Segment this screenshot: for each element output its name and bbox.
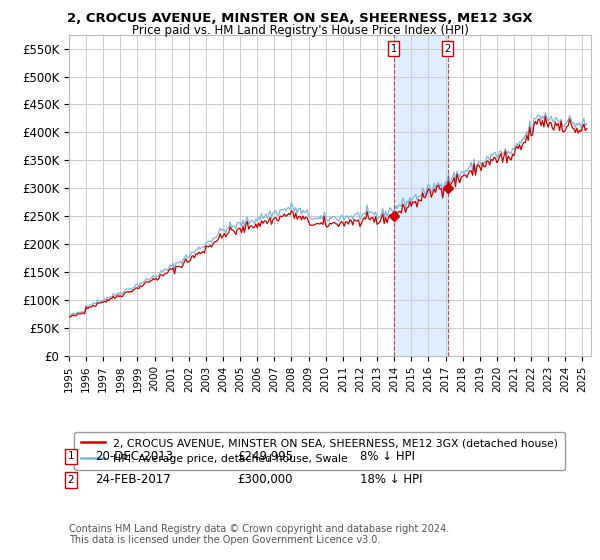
- Text: 1: 1: [391, 44, 397, 54]
- Text: 20-DEC-2013: 20-DEC-2013: [95, 450, 173, 463]
- Text: 2: 2: [445, 44, 451, 54]
- Text: £300,000: £300,000: [237, 473, 293, 487]
- Text: 8% ↓ HPI: 8% ↓ HPI: [360, 450, 415, 463]
- Text: Price paid vs. HM Land Registry's House Price Index (HPI): Price paid vs. HM Land Registry's House …: [131, 24, 469, 37]
- Text: 1: 1: [67, 451, 74, 461]
- Text: Contains HM Land Registry data © Crown copyright and database right 2024.
This d: Contains HM Land Registry data © Crown c…: [69, 524, 449, 545]
- Legend: 2, CROCUS AVENUE, MINSTER ON SEA, SHEERNESS, ME12 3GX (detached house), HPI: Ave: 2, CROCUS AVENUE, MINSTER ON SEA, SHEERN…: [74, 432, 565, 470]
- Text: 18% ↓ HPI: 18% ↓ HPI: [360, 473, 422, 487]
- Text: 2, CROCUS AVENUE, MINSTER ON SEA, SHEERNESS, ME12 3GX: 2, CROCUS AVENUE, MINSTER ON SEA, SHEERN…: [67, 12, 533, 25]
- Text: 2: 2: [67, 475, 74, 485]
- Text: 24-FEB-2017: 24-FEB-2017: [95, 473, 170, 487]
- Text: £249,995: £249,995: [237, 450, 293, 463]
- Bar: [394, 35, 448, 356]
